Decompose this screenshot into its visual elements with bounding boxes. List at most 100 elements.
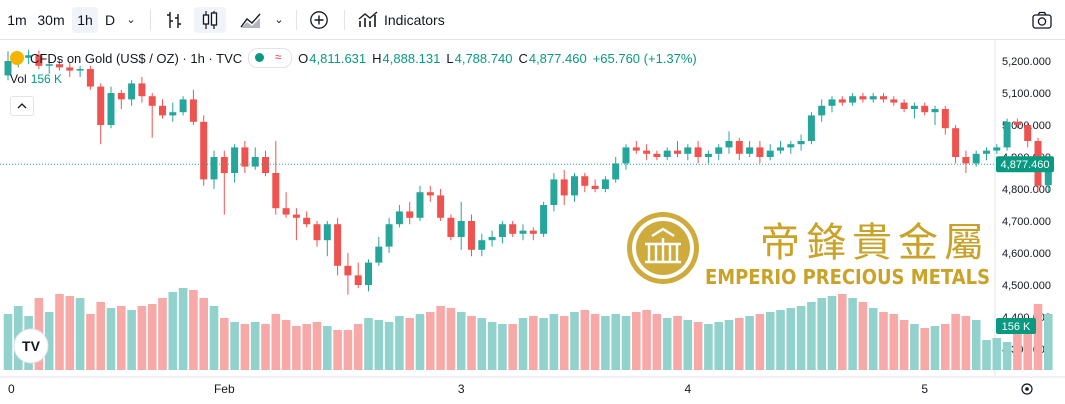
market-status-badge[interactable]: ≈: [248, 48, 293, 68]
volume-bar: [858, 302, 868, 370]
volume-bar: [261, 324, 270, 370]
volume-bar: [456, 312, 466, 370]
volume-bar: [724, 320, 734, 370]
volume-bar: [961, 316, 971, 370]
volume-bar: [570, 312, 579, 370]
volume-bar: [353, 324, 363, 370]
tradingview-logo[interactable]: TV: [13, 328, 49, 364]
candle: [437, 195, 445, 218]
volume-bar: [271, 314, 281, 370]
volume-bar: [3, 314, 13, 370]
volume-bar: [250, 322, 260, 370]
last-price-label: 4,877.460: [1001, 159, 1050, 171]
gear-icon[interactable]: [1021, 383, 1033, 395]
volume-bar: [240, 324, 250, 370]
volume-bar: [899, 320, 909, 370]
candle: [169, 112, 177, 116]
candle: [416, 192, 424, 218]
volume-bar: [302, 324, 311, 370]
candle: [498, 224, 506, 237]
time-tick-label: 4: [684, 382, 691, 396]
bar-chart-icon[interactable]: [160, 7, 188, 33]
candle: [303, 217, 311, 225]
candle: [210, 157, 218, 180]
volume-bar: [796, 306, 806, 370]
volume-bar: [580, 310, 590, 370]
candle: [725, 141, 733, 148]
candle: [838, 99, 846, 103]
candle: [375, 246, 383, 263]
volume-bar: [765, 312, 775, 370]
volume-bar: [992, 338, 1002, 370]
candle: [1013, 121, 1021, 125]
svg-text:TV: TV: [22, 338, 41, 354]
camera-icon[interactable]: [1028, 7, 1056, 33]
volume-legend[interactable]: Vol 156 K: [10, 72, 62, 86]
area-chart-icon[interactable]: [234, 7, 268, 33]
candle: [395, 211, 403, 225]
volume-bar: [817, 298, 826, 370]
candle: [117, 93, 125, 100]
price-tick-label: 4,600.000: [1002, 248, 1051, 260]
chevron-down-icon[interactable]: ⌄: [274, 14, 284, 26]
candle: [550, 179, 558, 205]
candle: [560, 179, 568, 196]
interval-1h[interactable]: 1h: [72, 7, 98, 33]
candle: [323, 224, 331, 241]
candle: [735, 141, 743, 154]
volume-bar: [786, 308, 796, 370]
candle: [952, 128, 960, 157]
candle: [581, 176, 589, 186]
candle: [282, 208, 290, 215]
volume-bar: [230, 322, 239, 370]
price-tick-label: 4,800.000: [1002, 184, 1051, 196]
volume-bar: [1002, 342, 1012, 370]
candle: [138, 83, 146, 97]
candle: [910, 105, 918, 109]
candle: [540, 205, 548, 234]
time-tick-label: 0: [8, 382, 15, 396]
candle: [622, 147, 630, 164]
candle: [344, 265, 352, 276]
interval-30m[interactable]: 30m: [37, 12, 65, 28]
candle: [571, 176, 578, 196]
collapse-legend-button[interactable]: [10, 96, 34, 116]
candle: [632, 147, 640, 151]
volume-bar: [879, 312, 888, 370]
candle: [715, 147, 723, 154]
candles-icon[interactable]: [194, 7, 226, 33]
volume-bar: [323, 326, 332, 370]
candle: [972, 153, 980, 164]
volume-bar: [75, 298, 85, 370]
volume-bar: [220, 318, 229, 370]
volume-bar: [971, 320, 981, 370]
candle: [76, 69, 84, 71]
symbol-title[interactable]: CFDs on Gold (US$ / OZ) · 1h · TVC: [30, 50, 243, 66]
interval-1m[interactable]: 1m: [7, 12, 27, 28]
time-axis: 0 Feb 3 4 5: [8, 382, 928, 396]
volume-bar: [312, 322, 322, 370]
indicators-icon[interactable]: [356, 7, 380, 33]
volume-bar: [333, 330, 342, 370]
indicators-button[interactable]: Indicators: [384, 12, 445, 28]
volume-bar: [693, 322, 703, 370]
last-price-tag: [996, 156, 1054, 173]
candle: [993, 147, 1001, 151]
candle: [1024, 125, 1032, 141]
candle: [704, 153, 712, 157]
interval-d[interactable]: D: [104, 12, 116, 28]
add-compare-icon[interactable]: [306, 7, 332, 33]
volume-bar: [611, 314, 620, 370]
candle: [220, 157, 228, 173]
candle: [859, 96, 867, 100]
volume-bar: [178, 288, 188, 370]
volume-bar: [65, 296, 75, 370]
candle: [653, 153, 661, 157]
chevron-down-icon[interactable]: ⌄: [126, 14, 136, 26]
price-tick-label: 5,100.000: [1002, 88, 1051, 100]
volume-bar: [86, 314, 95, 370]
volume-bar: [755, 314, 765, 370]
volume-bar: [1013, 334, 1022, 370]
price-chart[interactable]: 帝鋒貴金屬 EMPERIO PRECIOUS METALS 5,200.000 5…: [0, 40, 1065, 404]
volume-bar: [209, 306, 219, 370]
